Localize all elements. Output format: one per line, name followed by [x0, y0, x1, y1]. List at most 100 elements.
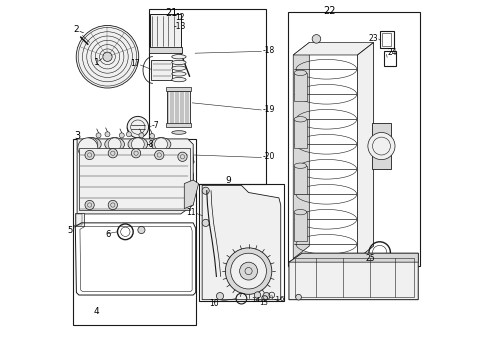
Circle shape: [202, 219, 209, 226]
Circle shape: [202, 187, 209, 194]
Text: -16: -16: [273, 296, 285, 302]
Circle shape: [155, 150, 164, 159]
Circle shape: [108, 138, 121, 151]
Circle shape: [85, 150, 94, 159]
Circle shape: [155, 138, 168, 151]
Text: -13: -13: [173, 22, 186, 31]
Bar: [74, 213, 83, 226]
Circle shape: [85, 201, 94, 210]
Circle shape: [254, 292, 261, 298]
Bar: [372, 123, 392, 169]
Bar: [148, 47, 182, 53]
Text: 23: 23: [368, 34, 378, 43]
Polygon shape: [184, 180, 198, 208]
Bar: [167, 23, 173, 26]
Circle shape: [368, 132, 395, 159]
Circle shape: [119, 133, 124, 138]
Ellipse shape: [105, 138, 124, 151]
Bar: [382, 33, 391, 46]
Ellipse shape: [172, 60, 186, 64]
Text: 9: 9: [225, 176, 231, 185]
Ellipse shape: [294, 163, 307, 168]
Ellipse shape: [76, 26, 139, 88]
Ellipse shape: [151, 138, 171, 151]
Bar: [295, 258, 414, 297]
Ellipse shape: [165, 169, 193, 177]
Ellipse shape: [294, 117, 307, 122]
Circle shape: [96, 133, 101, 138]
Circle shape: [126, 132, 131, 137]
Bar: [294, 119, 307, 148]
Bar: [294, 166, 307, 194]
Text: -19: -19: [262, 105, 274, 114]
Bar: [294, 212, 307, 241]
Text: -7: -7: [152, 121, 160, 130]
Circle shape: [178, 152, 187, 161]
Circle shape: [167, 18, 173, 24]
Ellipse shape: [165, 180, 193, 188]
Bar: [151, 60, 172, 80]
Polygon shape: [293, 42, 373, 258]
Text: 2: 2: [74, 26, 79, 35]
Text: 15: 15: [260, 300, 269, 306]
Circle shape: [127, 116, 148, 138]
Ellipse shape: [172, 72, 186, 76]
Circle shape: [231, 253, 267, 289]
Circle shape: [78, 138, 98, 158]
Text: 14: 14: [251, 297, 260, 303]
Bar: [79, 148, 190, 210]
Circle shape: [105, 132, 110, 137]
Bar: [148, 9, 267, 184]
Bar: [294, 73, 307, 102]
Circle shape: [131, 138, 144, 151]
Polygon shape: [293, 42, 373, 55]
Ellipse shape: [172, 55, 186, 59]
Text: 6: 6: [105, 230, 110, 239]
Text: 10: 10: [209, 299, 219, 308]
Text: 22: 22: [323, 6, 335, 17]
Text: -20: -20: [262, 152, 274, 161]
Circle shape: [296, 294, 301, 300]
Circle shape: [103, 52, 112, 62]
Bar: [75, 214, 82, 225]
Bar: [150, 14, 181, 48]
Bar: [288, 12, 420, 266]
Circle shape: [240, 262, 258, 280]
Ellipse shape: [294, 70, 307, 76]
Bar: [198, 184, 284, 301]
Text: -8: -8: [147, 140, 154, 149]
Circle shape: [138, 226, 145, 234]
Text: 24: 24: [387, 48, 397, 57]
Bar: [384, 51, 396, 66]
Circle shape: [108, 201, 118, 210]
Text: 25: 25: [365, 254, 375, 263]
Bar: [167, 91, 190, 126]
Bar: [167, 87, 191, 91]
Circle shape: [149, 134, 155, 139]
Text: 3: 3: [74, 131, 80, 141]
Ellipse shape: [172, 131, 186, 134]
Ellipse shape: [81, 138, 101, 151]
Ellipse shape: [172, 66, 186, 70]
Text: 4: 4: [93, 307, 99, 316]
Bar: [380, 31, 393, 48]
Ellipse shape: [164, 158, 194, 166]
Ellipse shape: [294, 210, 307, 215]
Ellipse shape: [128, 138, 147, 151]
Ellipse shape: [166, 144, 192, 152]
Text: 1: 1: [94, 58, 100, 67]
Ellipse shape: [129, 141, 141, 146]
Circle shape: [85, 138, 98, 151]
Circle shape: [217, 293, 223, 300]
Polygon shape: [289, 253, 418, 262]
Text: 21: 21: [166, 8, 178, 18]
Polygon shape: [293, 42, 309, 258]
Circle shape: [312, 35, 321, 43]
Circle shape: [139, 133, 144, 138]
Polygon shape: [202, 185, 281, 300]
Text: 11: 11: [187, 208, 196, 217]
Text: 5: 5: [68, 225, 73, 234]
Bar: [167, 123, 191, 127]
Circle shape: [131, 149, 141, 158]
Ellipse shape: [172, 77, 186, 82]
